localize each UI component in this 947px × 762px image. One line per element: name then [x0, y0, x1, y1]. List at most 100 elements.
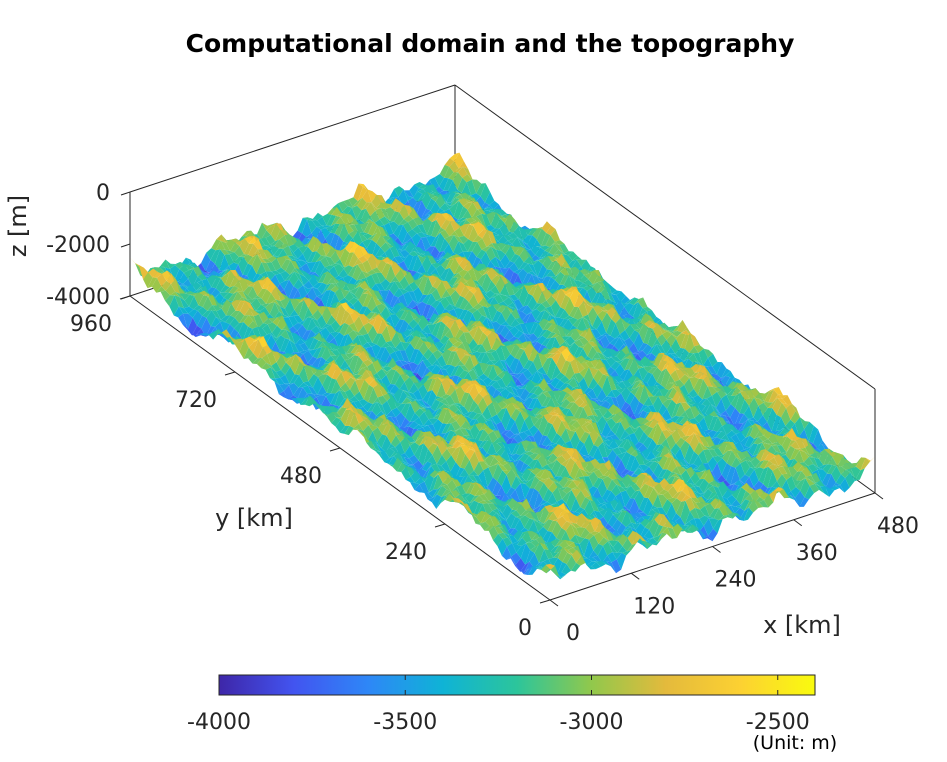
surface-patch [189, 262, 199, 274]
surface-patch [365, 369, 376, 381]
surface-patch [545, 276, 556, 290]
surface-patch [213, 332, 223, 340]
surface-patch [560, 360, 571, 376]
surface-patch [579, 367, 589, 378]
surface-patch [735, 390, 746, 396]
surface-patch [689, 346, 699, 354]
surface-patch [451, 254, 461, 261]
surface-patch [738, 419, 748, 432]
surface-patch [344, 355, 355, 367]
surface-patch [663, 327, 673, 332]
surface-patch [546, 377, 556, 384]
surface-patch [431, 463, 441, 472]
surface-patch [307, 287, 317, 303]
surface-patch [725, 404, 736, 418]
surface-patch [325, 290, 335, 309]
surface-patch [463, 411, 473, 417]
surface-patch [504, 213, 515, 232]
surface-patch [492, 375, 502, 381]
surface-patch [492, 208, 502, 217]
surface-patch [499, 267, 510, 276]
surface-patch [400, 341, 411, 351]
surface-patch [390, 245, 400, 258]
surface-patch [406, 466, 416, 477]
surface-patch [371, 194, 382, 209]
surface-patch [358, 399, 369, 407]
surface-patch [569, 402, 579, 417]
surface-patch [493, 235, 504, 242]
surface-patch [454, 329, 464, 339]
surface-patch [390, 370, 401, 385]
surface-patch [458, 332, 469, 346]
surface-patch [532, 228, 542, 240]
surface-patch [293, 315, 304, 323]
surface-patch [425, 431, 435, 440]
surface-patch [414, 250, 424, 256]
surface-patch [575, 425, 585, 441]
surface-patch [330, 390, 340, 405]
surface-patch [476, 249, 486, 260]
surface-patch [629, 395, 640, 415]
surface-patch [188, 268, 198, 287]
surface-patch [611, 455, 622, 470]
surface-patch [528, 333, 538, 343]
surface-patch [629, 433, 639, 447]
surface-patch [444, 470, 455, 479]
surface-patch [312, 393, 322, 398]
surface-patch [551, 433, 561, 444]
surface-patch [376, 443, 386, 452]
surface-patch [339, 223, 349, 242]
surface-patch [386, 306, 397, 315]
surface-patch [367, 325, 378, 343]
surface-patch [674, 379, 685, 389]
surface-patch [405, 335, 416, 344]
surface-patch [533, 258, 544, 262]
surface-patch [547, 459, 557, 470]
surface-patch [563, 254, 573, 267]
surface-patch [482, 306, 492, 322]
surface-patch [558, 249, 568, 256]
surface-patch [746, 388, 756, 391]
surface-patch [381, 374, 391, 389]
surface-patch [537, 264, 547, 279]
surface-patch [648, 419, 659, 429]
surface-patch [284, 279, 294, 299]
surface-patch [666, 434, 676, 451]
surface-patch [206, 248, 216, 260]
surface-patch [505, 245, 515, 262]
surface-patch [655, 445, 665, 458]
surface-patch [491, 338, 501, 351]
surface-patch [513, 462, 523, 474]
surface-patch [690, 364, 701, 373]
surface-patch [415, 477, 425, 485]
surface-patch [657, 360, 667, 372]
surface-patch [384, 383, 395, 395]
surface-patch [610, 323, 620, 339]
surface-patch [510, 245, 521, 254]
surface-patch [327, 271, 338, 280]
surface-patch [508, 336, 519, 345]
surface-patch [541, 300, 551, 308]
surface-patch [358, 293, 368, 307]
surface-patch [160, 259, 170, 269]
surface-patch [645, 313, 655, 323]
surface-patch [412, 225, 422, 234]
surface-patch [394, 350, 405, 362]
surface-patch [606, 357, 616, 367]
surface-patch [276, 267, 286, 274]
surface-patch [423, 419, 433, 426]
surface-patch [386, 198, 396, 208]
surface-patch [447, 408, 457, 417]
surface-patch [301, 263, 311, 276]
surface-patch [630, 323, 640, 331]
surface-patch [570, 397, 580, 403]
surface-patch [614, 439, 624, 447]
surface-patch [289, 244, 299, 253]
surface-patch [487, 317, 497, 323]
surface-patch [493, 461, 503, 466]
surface-patch [606, 390, 616, 398]
surface-patch [423, 348, 433, 360]
surface-patch [578, 377, 589, 394]
surface-patch [582, 416, 593, 423]
